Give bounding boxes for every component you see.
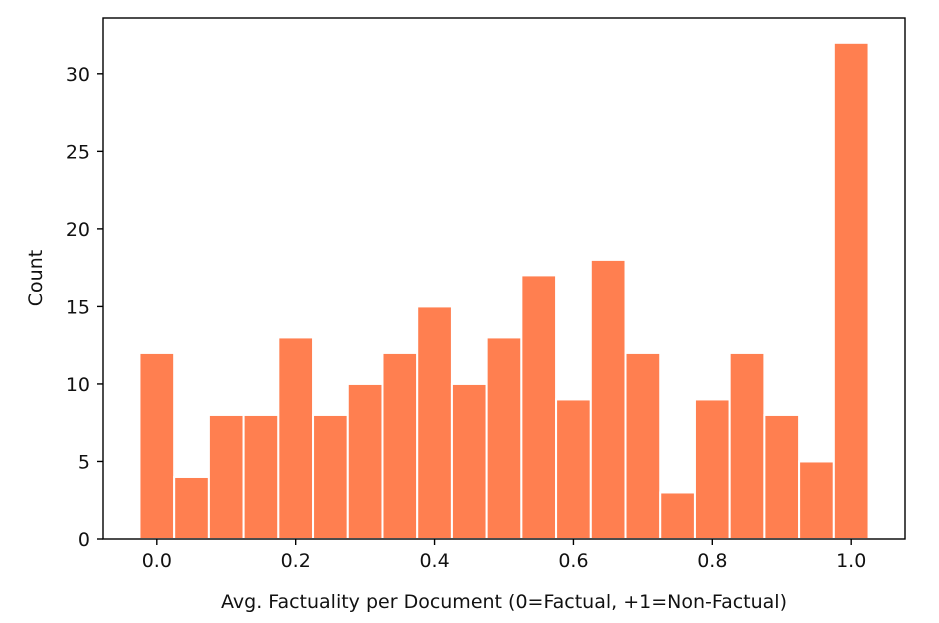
y-tick-label: 15 <box>66 296 90 318</box>
histogram-bar <box>763 413 801 541</box>
histogram-bar <box>555 398 592 541</box>
histogram-bar <box>798 460 835 541</box>
histogram-bar <box>693 398 731 541</box>
histogram-bar <box>450 382 488 541</box>
y-tick-label: 20 <box>66 219 90 241</box>
y-tick-label: 5 <box>78 451 90 473</box>
histogram-bar <box>207 413 245 541</box>
histogram-bar <box>312 413 349 541</box>
y-tick-label: 0 <box>78 529 90 551</box>
x-axis-ticks: 0.0 0.2 0.4 0.6 0.8 1.0 <box>142 539 866 572</box>
bars-group <box>138 41 870 541</box>
y-tick-label: 10 <box>66 374 90 396</box>
histogram-bar <box>728 351 766 540</box>
histogram-bar <box>832 41 870 541</box>
histogram-bar <box>173 475 210 541</box>
histogram-bar <box>485 336 523 540</box>
x-axis-label: Avg. Factuality per Document (0=Factual,… <box>221 591 787 613</box>
histogram-bar <box>416 305 453 540</box>
histogram-bar <box>520 274 558 540</box>
y-axis-label: Count <box>25 250 47 306</box>
histogram-bar <box>277 336 315 540</box>
x-tick-label: 0.0 <box>142 550 172 572</box>
plot-frame <box>102 17 906 540</box>
histogram-bar <box>381 351 419 540</box>
y-axis-ticks: 0 5 10 15 20 25 30 <box>66 64 103 551</box>
histogram-bar <box>242 413 280 541</box>
histogram-bar <box>138 351 176 540</box>
x-tick-label: 0.8 <box>697 550 727 572</box>
x-tick-label: 0.4 <box>419 550 449 572</box>
histogram-bar <box>624 351 662 540</box>
histogram-bar <box>659 491 696 541</box>
y-tick-label: 25 <box>66 141 90 163</box>
histogram-bar <box>346 382 384 541</box>
histogram-bar <box>589 258 627 540</box>
x-tick-label: 0.2 <box>281 550 311 572</box>
x-tick-label: 1.0 <box>836 550 866 572</box>
x-tick-label: 0.6 <box>558 550 588 572</box>
y-tick-label: 30 <box>66 64 90 86</box>
